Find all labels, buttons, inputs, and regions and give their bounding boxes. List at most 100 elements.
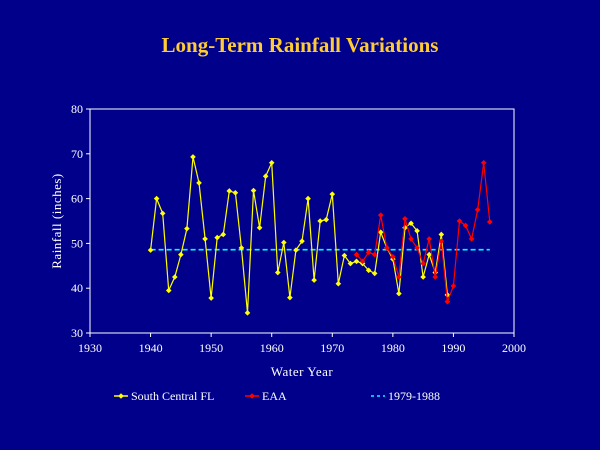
y-tick-label: 70 [71, 147, 83, 161]
data-point [377, 212, 384, 218]
x-tick-label: 2000 [502, 341, 526, 355]
data-point [377, 229, 384, 235]
data-point [371, 251, 378, 258]
data-point [190, 154, 196, 160]
data-point [341, 252, 348, 259]
data-point [353, 258, 360, 265]
data-point [468, 236, 475, 242]
legend-marker [249, 393, 255, 399]
series-south-central-fl [147, 154, 451, 316]
data-point [196, 180, 202, 186]
data-point [444, 292, 451, 298]
plot-area [89, 108, 515, 334]
data-point [305, 195, 311, 202]
data-point [474, 207, 481, 213]
data-point [371, 270, 378, 277]
x-tick-label: 1940 [139, 341, 163, 355]
data-point [462, 222, 469, 229]
data-point [402, 215, 408, 222]
data-point [438, 238, 445, 244]
data-point [220, 231, 227, 238]
data-point [438, 231, 445, 238]
data-point [262, 173, 269, 179]
x-tick-label: 1980 [381, 341, 405, 355]
data-point [214, 234, 220, 241]
data-point [347, 260, 354, 267]
data-point [153, 195, 160, 202]
data-point [335, 280, 342, 287]
legend-item-1979-1988: 1979-1988 [371, 389, 440, 403]
legend-label: 1979-1988 [388, 389, 440, 403]
data-point [244, 310, 251, 316]
data-point [486, 219, 493, 225]
data-point [311, 277, 317, 283]
data-point [402, 224, 408, 231]
data-point [232, 189, 239, 196]
data-point [414, 245, 420, 251]
x-tick-label: 1930 [78, 341, 102, 355]
data-point [365, 267, 372, 274]
data-point [159, 210, 166, 217]
data-point [256, 224, 263, 231]
data-point [184, 225, 190, 232]
data-point [293, 247, 299, 253]
data-point [450, 283, 457, 289]
data-point [420, 274, 426, 280]
legend-marker [118, 393, 124, 399]
data-point [317, 218, 323, 224]
data-point [353, 251, 360, 258]
data-point [414, 228, 420, 234]
x-tick-label: 1950 [199, 341, 223, 355]
data-point [268, 159, 275, 166]
data-point [408, 236, 414, 242]
data-point [396, 274, 402, 280]
legend-label: EAA [262, 389, 287, 403]
data-point [359, 258, 366, 265]
data-point [165, 287, 172, 294]
data-point [202, 236, 208, 242]
data-point [147, 247, 154, 253]
data-point [408, 220, 414, 227]
chart-title: Long-Term Rainfall Variations [161, 33, 439, 57]
series-line [356, 162, 491, 302]
y-axis-label: Rainfall (inches) [49, 173, 64, 269]
data-point [287, 294, 293, 301]
data-point [480, 159, 487, 166]
data-point [384, 245, 390, 251]
data-point [390, 254, 396, 260]
y-tick-label: 60 [71, 192, 83, 206]
data-point [208, 295, 214, 301]
data-point [178, 251, 184, 258]
data-point [426, 236, 432, 242]
data-point [323, 216, 330, 223]
series-line [150, 156, 448, 313]
y-tick-label: 80 [71, 102, 83, 116]
legend-item-south-central-fl: South Central FL [114, 389, 214, 403]
x-tick-label: 1990 [441, 341, 465, 355]
data-point [238, 245, 245, 251]
x-axis-label: Water Year [271, 364, 334, 379]
x-tick-label: 1970 [320, 341, 344, 355]
data-point [274, 269, 281, 276]
data-point [420, 260, 426, 267]
y-tick-label: 40 [71, 281, 83, 295]
data-point [299, 238, 305, 244]
data-point [456, 218, 463, 224]
data-point [396, 290, 402, 297]
data-point [365, 249, 372, 256]
data-point [281, 239, 287, 246]
series-eaa [353, 159, 493, 305]
legend-item-eaa: EAA [245, 389, 287, 403]
legend-label: South Central FL [131, 389, 214, 403]
y-tick-label: 50 [71, 236, 83, 250]
data-point [329, 191, 336, 197]
data-point [226, 188, 233, 194]
data-point [172, 274, 178, 280]
x-tick-label: 1960 [260, 341, 284, 355]
data-point [432, 274, 439, 280]
data-point [444, 298, 451, 305]
y-tick-label: 30 [71, 326, 83, 340]
data-point [250, 187, 257, 194]
